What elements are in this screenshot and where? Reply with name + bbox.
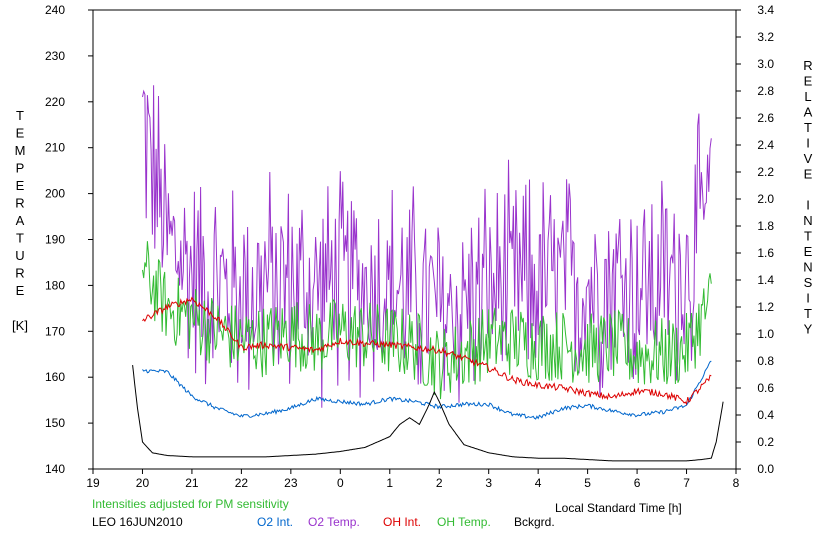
note-label: Intensities adjusted for PM sensitivity [92,497,289,511]
y-left-axis-label-letter: M [15,143,26,158]
series-line-oh-temp [142,241,712,400]
y-right-axis-label-letter: A [804,105,813,120]
x-tick-label: 6 [634,476,641,490]
y-left-axis-label-letter: E [16,178,25,193]
y-left-tick-label: 210 [45,141,65,155]
y-left-axis-label-letter: [K] [12,318,28,333]
series-line-o2-int [142,360,712,420]
legend-item: O2 Temp. [308,515,360,529]
y-right-axis-label-letter: T [804,306,812,321]
series-layer [132,85,724,462]
x-tick-label: 4 [535,476,542,490]
y-right-tick-label: 3.2 [757,30,774,44]
y-left-tick-label: 140 [45,462,65,476]
x-tick-label: 7 [683,476,690,490]
legend-item: OH Temp. [437,515,491,529]
x-axis-label: Local Standard Time [h] [555,501,682,515]
x-tick-label: 8 [733,476,740,490]
y-left-axis-label-letter: T [16,231,24,246]
series-line-oh-int [142,296,712,406]
y-left-axis-label-letter: R [15,266,24,281]
y-right-tick-label: 1.6 [757,246,774,260]
y-right-axis-label-letter: I [806,198,810,213]
y-right-axis-label-letter: R [803,58,812,73]
series-line-bckgrd [132,365,724,462]
y-right-tick-label: 0.8 [757,354,774,368]
y-right-axis-label-letter: N [803,213,812,228]
legend-item: OH Int. [383,515,421,529]
station-date-label: LEO 16JUN2010 [92,515,183,529]
y-right-tick-label: 2.4 [757,138,774,152]
y-right-axis-label-letter: V [804,151,813,166]
y-left-tick-label: 160 [45,370,65,384]
x-tick-label: 19 [86,476,100,490]
y-right-tick-label: 2.6 [757,111,774,125]
y-right-tick-label: 2.8 [757,84,774,98]
x-tick-label: 20 [136,476,150,490]
x-tick-label: 22 [235,476,249,490]
labels-layer: 19 20 21 22 23 0 1 2 3 4 5 6 7 8140150160170180190200… [12,3,813,490]
x-tick-label: 21 [185,476,199,490]
y-right-axis-label-letter: N [803,260,812,275]
x-tick-label: 2 [436,476,443,490]
legend-item: O2 Int. [257,515,293,529]
y-left-axis-label-letter: A [16,213,25,228]
axes-layer [88,9,741,474]
y-right-tick-label: 1.2 [757,300,774,314]
x-tick-label: 0 [337,476,344,490]
legend: O2 Int. O2 Temp. OH Int. OH Temp. Bckgrd. [257,515,555,529]
y-left-tick-label: 180 [45,278,65,292]
y-right-tick-label: 3.4 [757,3,774,17]
y-right-tick-label: 1.8 [757,219,774,233]
legend-item: Bckgrd. [514,515,555,529]
y-right-axis-label-letter: T [804,120,812,135]
y-right-tick-label: 1.0 [757,327,774,341]
y-left-tick-label: 170 [45,324,65,338]
y-right-axis-label-letter: T [804,229,812,244]
y-right-tick-label: 0.6 [757,381,774,395]
y-right-axis-label-letter: I [806,136,810,151]
y-left-axis-label-letter: U [15,248,24,263]
y-left-tick-label: 190 [45,233,65,247]
y-right-axis-label-letter: L [804,89,811,104]
x-tick-label: 23 [284,476,298,490]
y-right-axis-label-letter: S [804,275,813,290]
y-left-tick-label: 200 [45,187,65,201]
y-left-tick-label: 230 [45,49,65,63]
y-right-axis-label-letter: Y [804,322,813,337]
y-right-axis-label-letter: I [806,291,810,306]
y-right-tick-label: 2.0 [757,192,774,206]
y-right-tick-label: 3.0 [757,57,774,71]
y-right-axis-label-letter: E [804,74,813,89]
y-left-tick-label: 240 [45,3,65,17]
y-right-tick-label: 2.2 [757,165,774,179]
y-right-tick-label: 1.4 [757,273,774,287]
x-tick-label: 5 [584,476,591,490]
y-right-tick-label: 0.2 [757,435,774,449]
y-left-tick-label: 150 [45,416,65,430]
y-right-axis-label-letter: E [804,167,813,182]
y-left-axis-label-letter: E [16,126,25,141]
y-left-axis-label-letter: P [16,161,25,176]
x-tick-label: 1 [386,476,393,490]
y-left-axis-label-letter: R [15,196,24,211]
y-left-tick-label: 220 [45,95,65,109]
x-tick-label: 3 [485,476,492,490]
y-right-axis-label-letter: E [804,244,813,259]
y-left-axis-label-letter: E [16,283,25,298]
y-right-tick-label: 0.4 [757,408,774,422]
y-right-tick-label: 0.0 [757,462,774,476]
y-left-axis-label-letter: T [16,108,24,123]
